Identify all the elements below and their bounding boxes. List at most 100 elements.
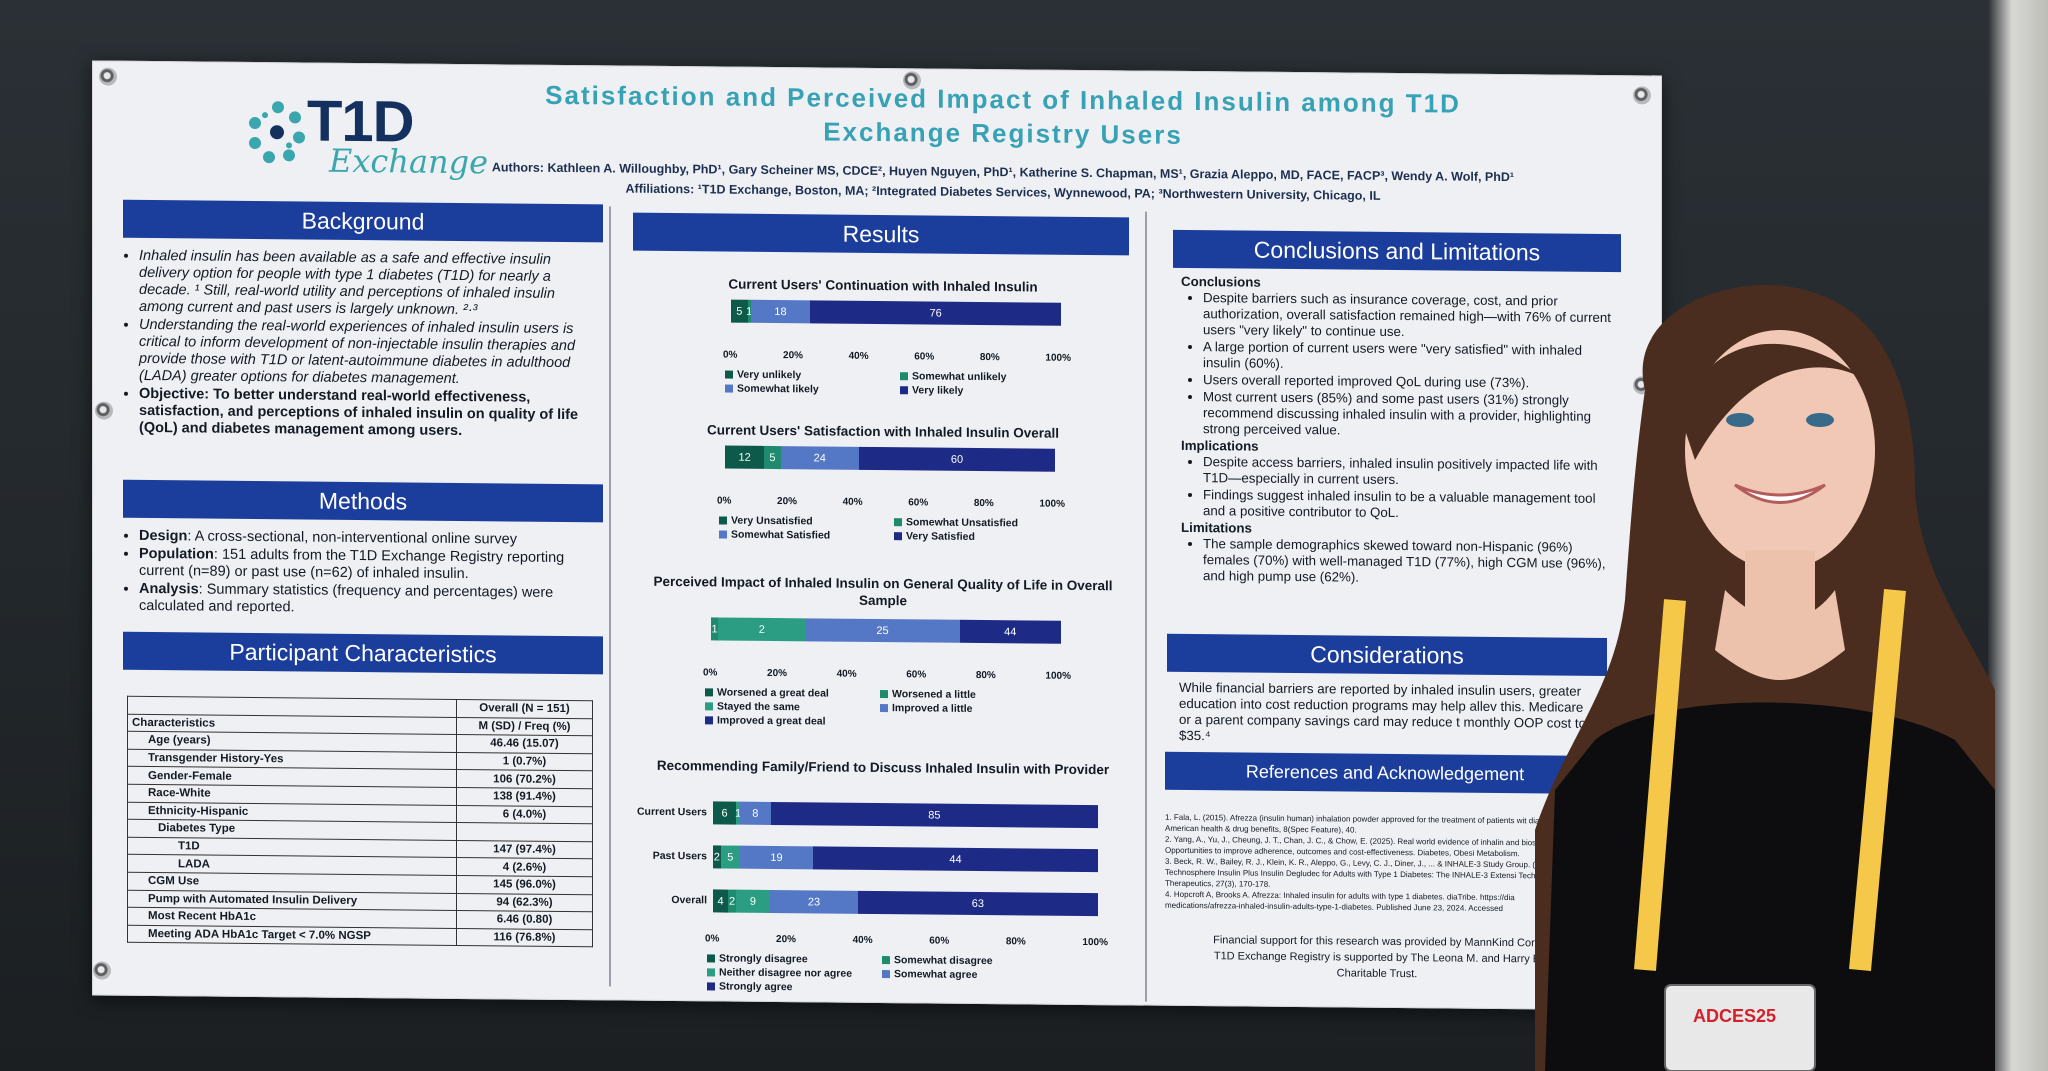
- column-divider: [609, 206, 611, 987]
- presenter-figure: [1535, 284, 1995, 1071]
- bar-segment: 60: [858, 446, 1055, 472]
- table-body: Age (years) 46.46 (15.07) Transgender Hist…: [127, 731, 593, 948]
- bar-segment: 2: [713, 845, 721, 869]
- tick-label: 20%: [777, 496, 798, 508]
- stacked-bar: 2 5 19 44: [713, 845, 1098, 873]
- methods-text: Design: A cross-sectional, non-intervent…: [117, 528, 597, 621]
- chart-legend: Very Unsatisfied Somewhat Unsatisfied Some…: [719, 513, 1159, 545]
- category-label: Current Users: [636, 805, 707, 819]
- tick-label: 0%: [723, 349, 738, 361]
- tick-label: 20%: [776, 934, 797, 946]
- bar-segment: 9: [735, 889, 771, 913]
- presenter-photo: ADCES25: [1535, 270, 1995, 1071]
- chart-title: Current Users' Satisfaction with Inhaled…: [706, 422, 1060, 441]
- tick-label: 100%: [1039, 498, 1065, 510]
- bar-segment: 19: [739, 845, 814, 870]
- logo-sub-text: Exchange: [329, 141, 489, 182]
- characteristic-label: Meeting ADA HbA1c Target < 7.0% NGSP: [127, 925, 457, 946]
- bar-segment: 2: [718, 617, 806, 642]
- characteristic-value: 6.46 (0.80): [456, 910, 593, 930]
- characteristic-value: 46.46 (15.07): [456, 734, 593, 754]
- tick-label: 100%: [1082, 936, 1108, 949]
- legend-label: Strongly disagree: [719, 952, 808, 966]
- x-axis-ticks: 0% 20% 40% 60% 80% 100%: [703, 667, 1071, 682]
- tick-label: 80%: [979, 351, 1000, 364]
- analysis-text: : Summary statistics (frequency and perc…: [139, 581, 554, 616]
- tick-label: 60%: [914, 351, 935, 363]
- characteristic-value: [456, 822, 593, 842]
- tick-label: 0%: [703, 667, 718, 679]
- legend-label: Worsened a great deal: [717, 686, 829, 700]
- category-label: Overall: [671, 894, 707, 907]
- background-bullet: Understanding the real-world experiences…: [139, 317, 597, 389]
- tick-label: 100%: [1045, 352, 1071, 364]
- legend-item: Improved a little: [880, 701, 1055, 717]
- analysis-label: Analysis: [139, 580, 199, 598]
- chart-title: Perceived Impact of Inhaled Insulin on G…: [653, 573, 1113, 609]
- legend-label: Improved a great deal: [717, 714, 826, 728]
- bar-segment: 5: [764, 445, 781, 470]
- research-poster: T1D Exchange Satisfaction and Perceived …: [92, 60, 1662, 1011]
- legend-swatch: [707, 982, 715, 991]
- background-text: Inhaled insulin has been available as a …: [117, 248, 597, 443]
- participant-characteristics-table: Overall (N = 151) Characteristics M (SD)…: [127, 696, 593, 948]
- legend-swatch: [705, 716, 713, 725]
- legend-swatch: [900, 372, 908, 381]
- x-axis-ticks: 0% 20% 40% 60% 80% 100%: [717, 495, 1065, 509]
- legend-swatch: [894, 532, 902, 541]
- table-header-cell: M (SD) / Freq (%): [456, 717, 593, 736]
- population-label: Population: [139, 545, 214, 563]
- reference-item: 3. Beck, R. W., Bailey, R. J., Klein, K.…: [1165, 856, 1567, 889]
- characteristic-value: 145 (96.0%): [456, 875, 593, 895]
- legend-label: Neither disagree nor agree: [719, 966, 853, 980]
- chart-legend: Strongly disagree Somewhat disagree Neithe…: [707, 951, 1147, 997]
- characteristic-value: 6 (4.0%): [456, 805, 593, 824]
- legend-item: Somewhat agree: [882, 967, 1057, 983]
- conference-badge: ADCES25: [1693, 1006, 1777, 1026]
- reference-item: 4. Hopcroft A, Brooks A. Afrezza: Inhale…: [1165, 889, 1515, 914]
- participants-heading: Participant Characteristics: [123, 631, 603, 675]
- legend-item: Very likely: [900, 383, 1075, 399]
- legend-label: Strongly agree: [719, 980, 793, 994]
- tick-label: 20%: [767, 667, 788, 680]
- background-bullet: Objective: To better understand real-wor…: [139, 386, 597, 441]
- stacked-bar: 1 2 25 44: [711, 617, 1061, 644]
- bar-segment: 5: [731, 299, 748, 323]
- legend-label: Very Unsatisfied: [731, 514, 813, 528]
- legend-label: Somewhat likely: [737, 382, 819, 396]
- characteristic-value: 1 (0.7%): [456, 752, 593, 772]
- characteristic-value: 138 (91.4%): [456, 787, 593, 807]
- bar-segment: 4: [713, 889, 729, 913]
- logo-dots-icon: [249, 101, 305, 164]
- tick-label: 80%: [1005, 936, 1026, 948]
- legend-label: Somewhat Satisfied: [731, 528, 831, 542]
- legend-item: Improved a great deal: [705, 713, 880, 729]
- x-axis-ticks: 0% 20% 40% 60% 80% 100%: [705, 933, 1108, 948]
- characteristic-value: 4 (2.6%): [456, 857, 593, 877]
- bar-segment: 5: [720, 845, 740, 869]
- characteristic-value: 116 (76.8%): [456, 928, 593, 948]
- legend-swatch: [880, 704, 888, 713]
- methods-bullet: Population: 151 adults from the T1D Exch…: [139, 546, 597, 584]
- category-label: Past Users: [652, 849, 707, 863]
- stacked-bar: 5 1 18 76: [731, 299, 1061, 326]
- stacked-bar: 4 2 9 23 63: [713, 889, 1098, 917]
- design-text: : A cross-sectional, non-interventional …: [187, 528, 517, 548]
- methods-bullet: Analysis: Summary statistics (frequency …: [139, 581, 597, 619]
- legend-item: Somewhat likely: [725, 382, 900, 398]
- table-row: Meeting ADA HbA1c Target < 7.0% NGSP 116 …: [127, 925, 593, 948]
- legend-label: Worsened a little: [892, 688, 976, 701]
- legend-swatch: [900, 386, 908, 395]
- considerations-text: While financial barriers are reported by…: [1179, 679, 1586, 744]
- bar-segment: 24: [780, 446, 859, 470]
- legend-swatch: [719, 516, 727, 525]
- legend-swatch: [725, 384, 733, 393]
- characteristic-value: 94 (62.3%): [456, 892, 593, 912]
- legend-label: Stayed the same: [717, 700, 800, 714]
- bar-segment: 12: [725, 445, 765, 469]
- results-heading: Results: [633, 212, 1129, 256]
- bar-segment: 44: [959, 619, 1061, 644]
- legend-swatch: [880, 690, 888, 699]
- stacked-bar: 6 1 8 85: [713, 801, 1098, 829]
- chart-title: Recommending Family/Friend to Discuss In…: [656, 757, 1110, 778]
